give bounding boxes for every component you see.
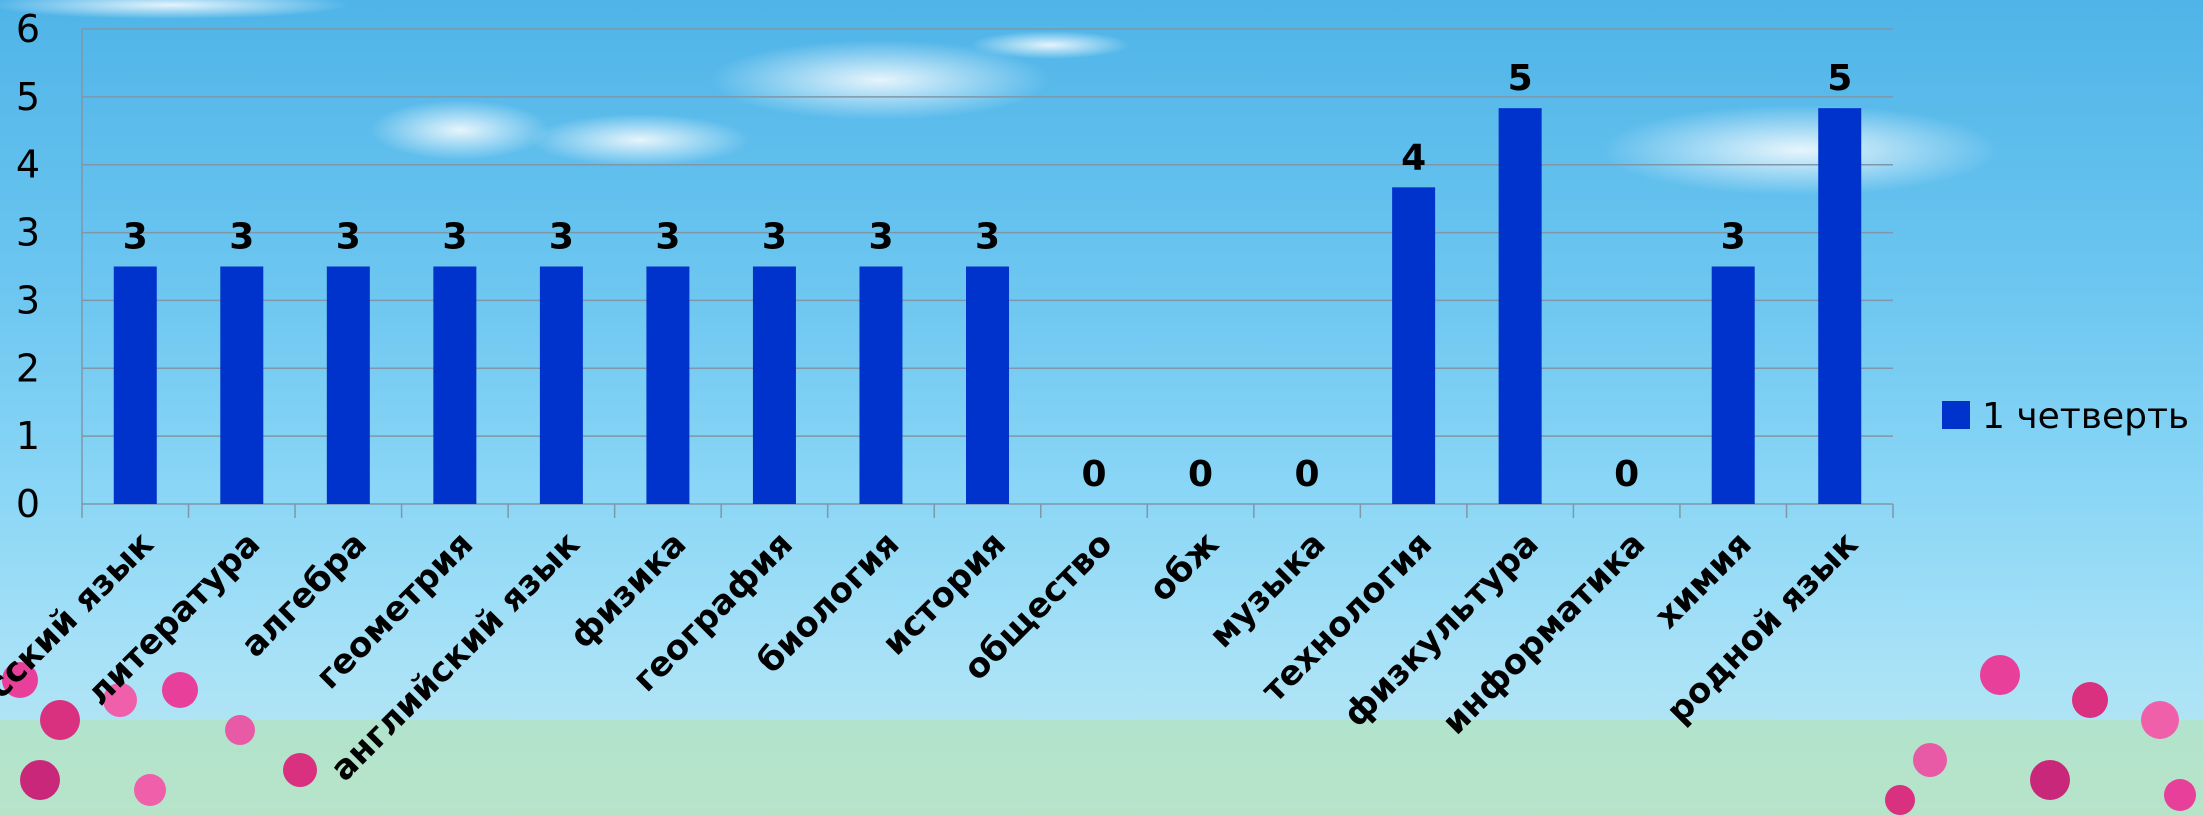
cloud-shape — [370, 100, 550, 160]
bar — [966, 267, 1009, 505]
data-label: 3 — [123, 217, 148, 258]
flower — [2072, 682, 2108, 718]
category-label: родной язык — [1659, 524, 1866, 731]
bar — [220, 267, 263, 505]
bar — [1499, 108, 1542, 504]
bar — [646, 267, 689, 505]
flower — [162, 672, 198, 708]
cloud-shape — [1600, 105, 2000, 195]
y-tick-label: 2 — [16, 346, 40, 390]
data-label: 0 — [1614, 454, 1639, 495]
bar — [540, 267, 583, 505]
data-label: 4 — [1401, 137, 1426, 178]
data-label: 3 — [1721, 217, 1746, 258]
bar — [1392, 187, 1435, 504]
bar — [1712, 267, 1755, 505]
data-label: 3 — [442, 217, 467, 258]
cloud-shape — [970, 31, 1130, 59]
flower — [2164, 779, 2196, 811]
bar-series — [114, 108, 1861, 504]
flower — [40, 700, 80, 740]
y-tick-label: 1 — [16, 414, 40, 458]
flower — [1913, 743, 1947, 777]
bar — [1818, 108, 1861, 504]
y-tick-label: 0 — [16, 482, 40, 526]
category-label: обж — [1141, 524, 1227, 610]
bar — [433, 267, 476, 505]
data-label: 0 — [1188, 454, 1213, 495]
legend: 1 четверть — [1942, 396, 2189, 437]
y-tick-label: 5 — [16, 75, 40, 119]
bar — [327, 267, 370, 505]
bar — [859, 267, 902, 505]
data-label: 3 — [655, 217, 680, 258]
flower — [134, 774, 166, 806]
data-label: 5 — [1508, 58, 1533, 99]
cloud-shape — [0, 0, 350, 19]
flower — [2141, 701, 2179, 739]
data-label: 3 — [762, 217, 787, 258]
data-label: 3 — [229, 217, 254, 258]
y-axis: 0 1 2 3 3 4 5 6 — [16, 7, 40, 526]
bar — [753, 267, 796, 505]
flower — [283, 753, 317, 787]
data-label: 5 — [1827, 58, 1852, 99]
data-label: 3 — [868, 217, 893, 258]
legend-swatch — [1942, 401, 1970, 429]
flower — [2030, 760, 2070, 800]
y-tick-label: 6 — [16, 7, 40, 51]
data-label: 3 — [549, 217, 574, 258]
flower — [1885, 785, 1915, 815]
data-label: 3 — [975, 217, 1000, 258]
legend-label: 1 четверть — [1982, 396, 2189, 437]
y-tick-label: 3 — [16, 278, 40, 322]
data-label: 0 — [1295, 454, 1320, 495]
category-label: физкультура — [1336, 524, 1547, 735]
data-label: 3 — [336, 217, 361, 258]
y-tick-label: 4 — [16, 143, 40, 187]
flower — [1980, 655, 2020, 695]
data-label: 0 — [1081, 454, 1106, 495]
flower — [20, 760, 60, 800]
cloud-shape — [530, 114, 750, 166]
bar — [114, 267, 157, 505]
flower — [225, 715, 255, 745]
y-tick-label: 3 — [16, 211, 40, 255]
category-label: информатика — [1435, 524, 1654, 743]
